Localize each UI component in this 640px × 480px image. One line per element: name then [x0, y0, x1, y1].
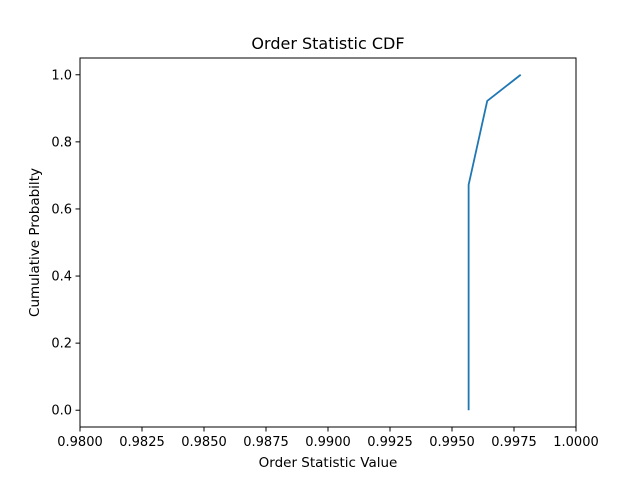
x-tick-label: 0.9800 [57, 435, 103, 450]
x-tick-label: 0.9950 [429, 435, 475, 450]
y-tick-label: 0.8 [51, 135, 72, 150]
chart-title: Order Statistic CDF [251, 34, 404, 53]
y-tick-label: 0.4 [51, 270, 72, 285]
x-tick-label: 0.9925 [367, 435, 413, 450]
y-axis: 0.0 0.2 0.4 0.6 0.8 1.0 [51, 68, 80, 419]
series-layer [467, 74, 522, 411]
cdf-series-line [467, 74, 522, 411]
x-tick-label: 0.9850 [181, 435, 227, 450]
plot-area [79, 57, 577, 428]
y-tick-label: 0.2 [51, 337, 72, 352]
x-axis-label: Order Statistic Value [259, 455, 398, 471]
y-tick-label: 0.0 [51, 404, 72, 419]
x-tick-label: 0.9975 [491, 435, 537, 450]
y-tick-label: 1.0 [51, 68, 72, 83]
x-tick-label: 0.9900 [305, 435, 351, 450]
x-tick-label: 1.0000 [553, 435, 599, 450]
y-tick-label: 0.6 [51, 202, 72, 217]
plot-background [80, 58, 576, 427]
x-axis: 0.9800 0.9825 0.9850 0.9875 0.9900 0.9925 0.99… [57, 427, 599, 450]
x-tick-label: 0.9825 [119, 435, 165, 450]
y-axis-label: Cumulative Probabilty [27, 168, 43, 317]
x-tick-label: 0.9875 [243, 435, 289, 450]
